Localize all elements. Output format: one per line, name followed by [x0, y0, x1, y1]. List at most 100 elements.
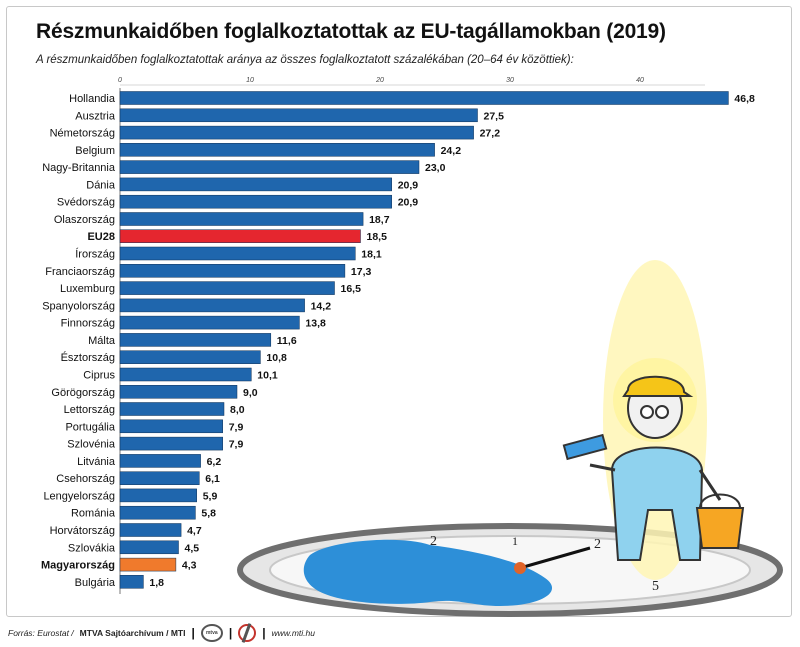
website-link[interactable]: www.mti.hu [271, 628, 316, 638]
chart-subtitle: A részmunkaidőben foglalkoztatottak arán… [36, 54, 574, 66]
mti-logo-icon [238, 624, 257, 642]
value-label: 18,1 [361, 249, 382, 261]
value-label: 10,8 [266, 352, 287, 364]
value-label: 6,1 [205, 473, 220, 485]
bar [119, 143, 435, 157]
value-label: 11,6 [277, 335, 297, 347]
bar [119, 540, 179, 555]
bar [119, 315, 300, 330]
value-label: 4,7 [187, 525, 202, 537]
category-label: Ciprus [83, 370, 115, 382]
bar [119, 488, 197, 503]
category-label: Németország [50, 128, 115, 140]
category-label: Finnország [61, 318, 115, 330]
worker-illustration: 1 2 5 2 [237, 260, 783, 617]
value-label: 18,7 [369, 214, 390, 226]
category-label: Románia [71, 508, 116, 520]
category-label: Bulgária [75, 577, 116, 589]
value-label: 4,5 [185, 542, 200, 554]
value-label: 16,5 [341, 283, 362, 295]
bar [119, 350, 261, 364]
value-label: 5,8 [201, 508, 216, 520]
bar [119, 177, 392, 192]
svg-text:2: 2 [430, 534, 437, 549]
category-label: Horvátország [50, 525, 115, 537]
category-label: Dánia [86, 179, 116, 191]
value-label: 20,9 [398, 197, 419, 209]
bar [119, 402, 225, 416]
value-label: 4,3 [182, 560, 197, 572]
svg-text:5: 5 [652, 579, 659, 594]
value-label: 13,8 [305, 318, 326, 330]
x-tick-label: 30 [506, 77, 514, 84]
value-label: 18,5 [367, 231, 388, 243]
bar [119, 125, 474, 140]
category-label: Spanyolország [42, 300, 115, 312]
category-label: Nagy-Britannia [42, 162, 116, 174]
category-label: Szlovákia [68, 542, 116, 554]
bar [119, 557, 177, 572]
value-label: 1,8 [149, 577, 164, 589]
bar [119, 264, 346, 278]
category-label: Írország [75, 248, 115, 261]
bar [119, 419, 223, 434]
bar [119, 471, 200, 485]
category-label: Málta [88, 335, 116, 347]
value-label: 23,0 [425, 162, 446, 174]
footer: Forrás: Eurostat / MTVA Sajtóarchívum / … [8, 624, 315, 642]
bar [119, 333, 272, 347]
x-tick-label: 20 [375, 77, 384, 84]
category-label: Lettország [64, 404, 115, 416]
value-label: 46,8 [734, 93, 755, 105]
svg-text:1: 1 [512, 534, 518, 548]
logo1-text: mtva [205, 630, 218, 636]
value-label: 10,1 [257, 370, 278, 382]
value-label: 8,0 [230, 404, 245, 416]
chart-title: Részmunkaidőben foglalkoztatottak az EU-… [36, 20, 666, 43]
chart-frame [6, 6, 792, 617]
plot-area: Hollandia 46,8 Ausztria 27,5 Németország 27,2… [41, 91, 755, 589]
x-tick-label: 0 [118, 77, 122, 84]
value-label: 27,2 [480, 128, 501, 140]
svg-text:2: 2 [594, 537, 601, 552]
bar [119, 281, 335, 295]
bar [119, 229, 361, 243]
category-label: Magyarország [41, 560, 115, 572]
category-label: EU28 [87, 231, 115, 243]
value-label: 5,9 [203, 490, 218, 502]
category-label: Olaszország [54, 214, 115, 226]
category-label: Portugália [65, 421, 115, 433]
category-label: Lengyelország [43, 490, 115, 502]
bar [119, 212, 364, 226]
value-label: 6,2 [207, 456, 222, 468]
bar [119, 194, 392, 209]
category-label: Ausztria [75, 110, 116, 122]
bar [119, 91, 729, 105]
category-label: Hollandia [69, 93, 116, 105]
category-label: Svédország [57, 197, 115, 209]
value-label: 17,3 [351, 266, 372, 278]
bar [119, 523, 182, 537]
bar [119, 385, 238, 399]
footer-separator: | [262, 626, 266, 640]
value-label: 24,2 [441, 145, 462, 157]
bar [119, 505, 196, 520]
value-label: 14,2 [311, 300, 332, 312]
category-label: Észtország [61, 351, 115, 364]
category-label: Csehország [56, 473, 115, 485]
category-label: Görögország [51, 387, 115, 399]
bar [119, 575, 144, 589]
agency-text: MTVA Sajtóarchívum / MTI [79, 628, 186, 638]
source-text: Forrás: Eurostat / [8, 628, 74, 638]
value-label: 7,9 [229, 439, 244, 451]
mtva-logo-icon: mtva [200, 624, 223, 642]
category-label: Franciaország [45, 266, 115, 278]
bar [119, 298, 305, 313]
bar [119, 436, 223, 451]
category-label: Litvánia [77, 456, 116, 468]
value-label: 27,5 [484, 110, 505, 122]
footer-separator: | [191, 626, 195, 640]
category-label: Luxemburg [60, 283, 115, 295]
x-tick-label: 40 [636, 77, 644, 84]
